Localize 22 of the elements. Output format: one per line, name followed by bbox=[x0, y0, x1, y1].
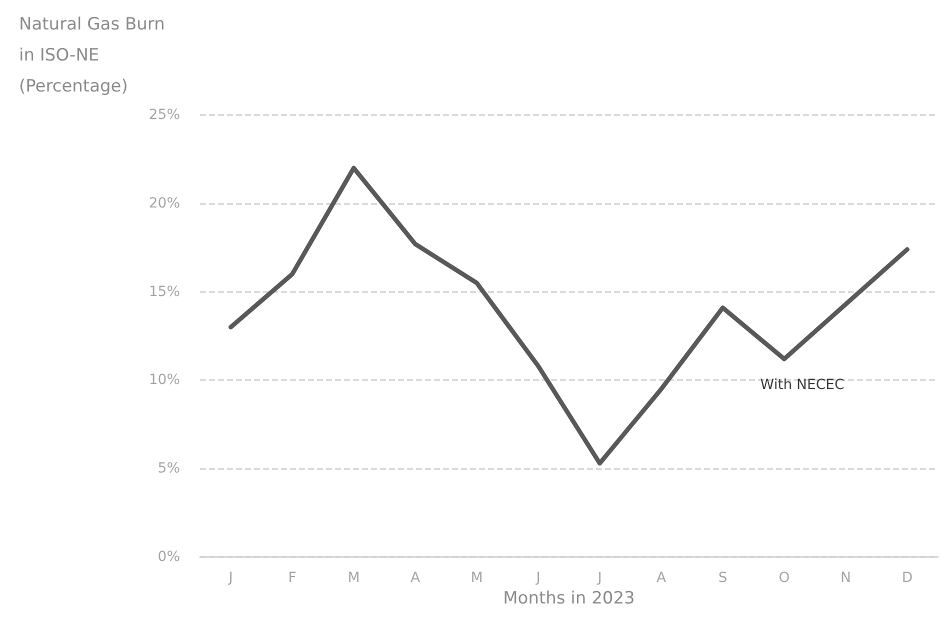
x-tick-label: N bbox=[840, 570, 851, 586]
x-tick-label: F bbox=[288, 570, 296, 586]
text: With NECEC bbox=[760, 376, 844, 393]
x-tick-label: J bbox=[228, 570, 233, 586]
y-axis-title: Natural Gas Burn in ISO-NE (Percentage) bbox=[19, 14, 165, 96]
y-tick-label: 15% bbox=[148, 284, 180, 300]
x-axis-title: Months in 2023 bbox=[503, 588, 635, 608]
line-series bbox=[228, 166, 910, 466]
x-tick-label: A bbox=[656, 570, 666, 586]
x-tick-label: J bbox=[596, 570, 602, 586]
y-tick-label: 10% bbox=[148, 372, 180, 388]
x-tick-label: S bbox=[718, 570, 728, 586]
y-tick-label: 5% bbox=[158, 460, 180, 477]
x-tick-label: O bbox=[778, 570, 790, 586]
x-tick-label: M bbox=[348, 570, 360, 586]
x-tick-label: D bbox=[902, 570, 913, 586]
y-tick-label: 20% bbox=[148, 195, 180, 212]
x-tick-label: J bbox=[535, 570, 540, 586]
y-tick-label: 0% bbox=[158, 549, 180, 565]
x-tick-label: A bbox=[410, 570, 420, 586]
y-tick-label: 25% bbox=[148, 107, 180, 123]
x-tick-label: M bbox=[470, 570, 483, 586]
